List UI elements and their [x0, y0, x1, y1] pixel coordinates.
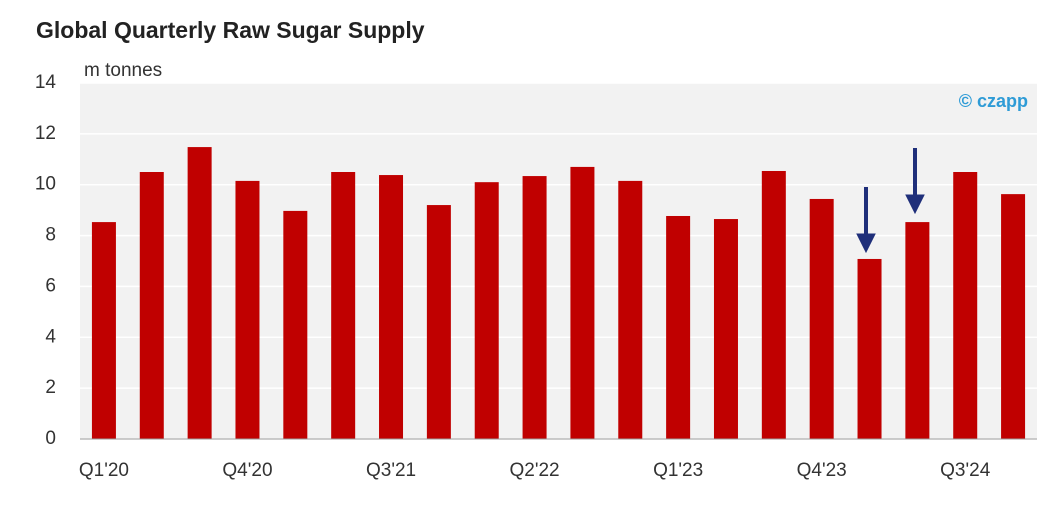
chart-title: Global Quarterly Raw Sugar Supply: [36, 17, 425, 43]
y-tick-label: 8: [45, 225, 56, 246]
y-tick-label: 14: [35, 72, 57, 93]
arrow-head: [856, 233, 876, 254]
y-tick-label: 12: [35, 123, 56, 144]
y-axis-label: m tonnes: [84, 60, 162, 81]
y-tick-label: 6: [45, 275, 56, 296]
annotation-arrows: [856, 148, 925, 254]
bar: [618, 180, 643, 439]
bar: [857, 258, 882, 439]
y-tick-label: 2: [45, 377, 56, 398]
bar: [761, 170, 786, 440]
x-tick-label: Q4'20: [222, 460, 272, 481]
bar: [905, 222, 930, 439]
bar: [139, 172, 164, 439]
bar: [235, 180, 260, 439]
bar: [570, 166, 595, 439]
bar: [713, 219, 738, 439]
bar: [1001, 194, 1026, 439]
bar: [379, 175, 404, 439]
y-tick-label: 4: [45, 326, 56, 347]
bar: [187, 147, 212, 439]
arrow-head: [905, 194, 925, 215]
x-tick-label: Q1'23: [653, 460, 703, 481]
x-tick-label: Q3'24: [940, 460, 991, 481]
bar: [953, 172, 978, 439]
watermark: © czapp: [959, 91, 1028, 111]
bar: [426, 205, 451, 439]
bar: [474, 182, 499, 439]
bar: [666, 215, 691, 439]
x-tick-label: Q3'21: [366, 460, 416, 481]
bar: [331, 172, 356, 439]
x-tick-label: Q4'23: [797, 460, 847, 481]
y-tick-label: 10: [35, 174, 56, 195]
bar: [283, 210, 308, 439]
marks: 0 2 4 6 8 10 12 14 Q1'20 Q4'20 Q3'21 Q2'22 Q1'23 Q4'2…: [35, 72, 1037, 481]
y-tick-label: 0: [45, 428, 56, 449]
x-tick-label: Q1'20: [79, 460, 129, 481]
plot-area: [80, 83, 1037, 439]
bar: [809, 198, 834, 439]
bar: [522, 176, 547, 439]
x-tick-label: Q2'22: [510, 460, 560, 481]
bar: [91, 222, 116, 439]
